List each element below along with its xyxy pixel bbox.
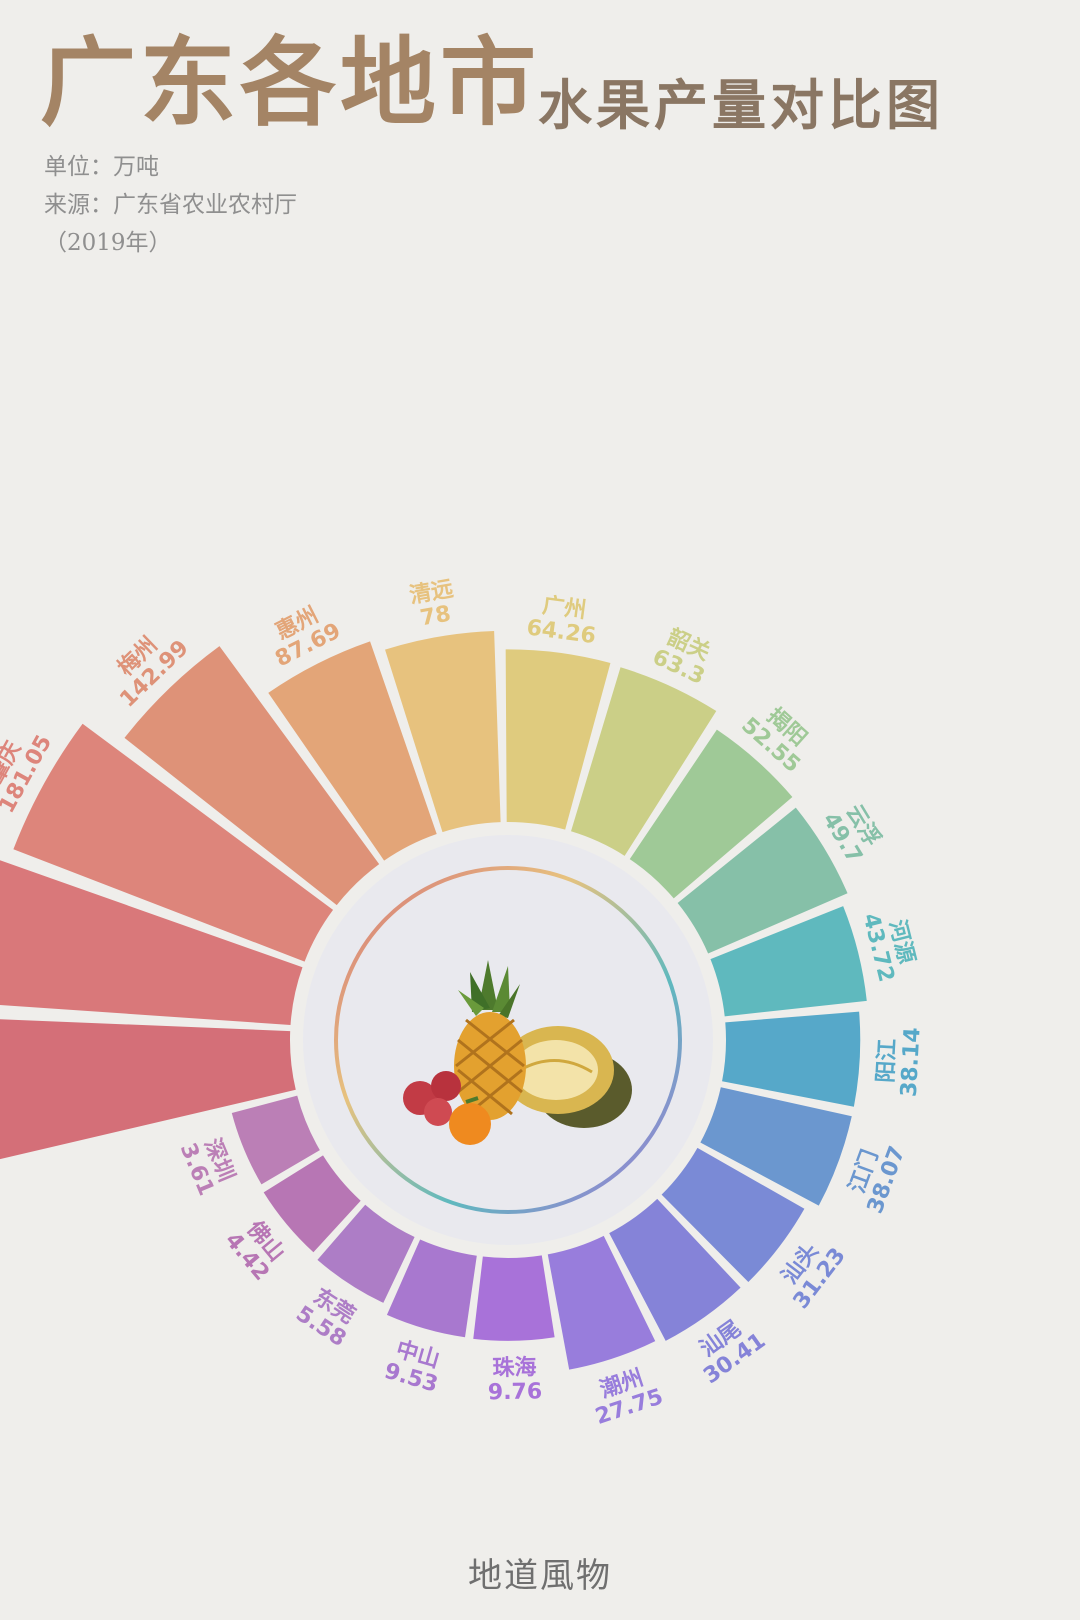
bar-18	[317, 1204, 415, 1303]
bar-9	[677, 807, 848, 954]
bar-15	[547, 1235, 656, 1370]
category-label: 珠海	[492, 1354, 537, 1381]
source-label: 来源：广东省农业农村厅	[44, 192, 297, 218]
bar-13	[661, 1147, 805, 1283]
value-label: 78	[418, 602, 452, 632]
footer-brand: 地道風物	[468, 1556, 612, 1596]
chart-subtitle: 水果产量对比图	[538, 73, 944, 137]
bar-12	[700, 1087, 852, 1206]
bar-label-16: 珠海9.76	[488, 1354, 543, 1405]
year-label: （2019年）	[44, 230, 172, 256]
bar-3	[124, 646, 380, 906]
orange-icon	[449, 1103, 491, 1145]
bar-8	[629, 729, 793, 899]
bar-6	[505, 649, 611, 830]
bar-19	[263, 1155, 361, 1253]
bar-label-19: 佛山4.42	[220, 1216, 289, 1286]
value-label: 38.14	[897, 1027, 926, 1098]
fruit-illustration	[403, 960, 632, 1145]
category-label: 阳江	[873, 1038, 900, 1083]
bar-4	[268, 641, 437, 861]
bars-layer	[0, 630, 867, 1370]
bar-14	[609, 1198, 741, 1341]
bar-10	[710, 906, 867, 1017]
bar-label-20: 深圳3.61	[175, 1135, 239, 1199]
bar-5	[385, 630, 501, 833]
category-label: 广州	[541, 592, 588, 623]
value-label: 9.76	[488, 1379, 543, 1405]
bar-7	[571, 667, 717, 856]
unit-label: 单位：万吨	[44, 154, 159, 180]
value-label: 64.26	[525, 615, 597, 649]
bar-17	[386, 1239, 477, 1338]
bar-11	[722, 1011, 861, 1107]
title-row: 广东各地市 水果产量对比图	[40, 28, 1060, 138]
bar-label-17: 中山9.53	[381, 1337, 442, 1398]
center-ring	[334, 866, 682, 1214]
bar-20	[231, 1095, 320, 1185]
bar-2	[13, 723, 334, 962]
bar-label-18: 东莞5.58	[291, 1283, 359, 1352]
bar-1	[0, 860, 303, 1026]
chart-title: 广东各地市	[40, 26, 540, 139]
bar-0	[0, 1019, 296, 1160]
bar-16	[473, 1255, 555, 1341]
